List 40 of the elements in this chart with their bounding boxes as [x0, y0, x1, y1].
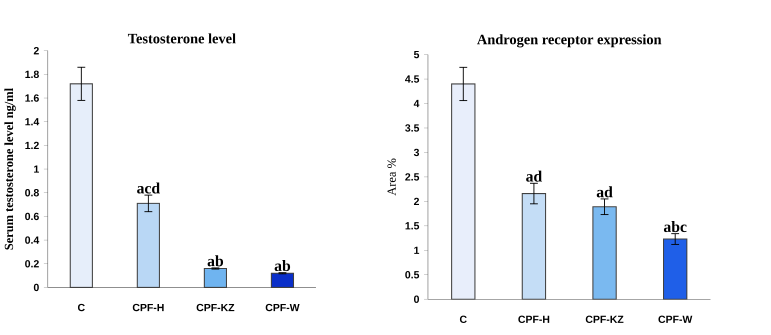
y-tick-label: 0.5 [405, 271, 420, 279]
y-tick-label: 1.5 [406, 222, 420, 230]
y-tick-label: 3.5 [405, 124, 420, 132]
x-tick-label: CPF-W [266, 304, 300, 312]
y-tick-label: 0 [414, 296, 419, 304]
annotation: ab [208, 256, 224, 267]
x-tick-label: CPF-H [132, 304, 164, 312]
y-tick-label: 1.2 [25, 142, 39, 150]
y-tick-label: 2.5 [405, 173, 420, 181]
y-tick-label: 2 [34, 47, 39, 55]
chart-title: Testosterone level [128, 34, 236, 44]
x-tick-label: CPF-W [658, 316, 692, 324]
y-axis-title: Serum testosterone level ng/ml [4, 88, 16, 250]
y-tick-label: 1 [414, 246, 420, 254]
y-tick-label: 2 [414, 198, 419, 206]
annotation: ad [596, 186, 613, 198]
annotation: ad [526, 170, 542, 182]
y-tick-label: 0.6 [25, 212, 39, 220]
y-tick-label: 4.5 [405, 76, 420, 83]
x-tick-label: CPF-H [518, 316, 550, 324]
y-tick-label: 0.8 [25, 189, 39, 197]
x-tick-label: C [78, 304, 85, 312]
y-tick-label: 0.4 [25, 236, 40, 244]
y-tick-label: 1.8 [25, 70, 39, 78]
y-tick-label: 1.4 [25, 118, 40, 126]
y-tick-label: 1.6 [25, 94, 39, 102]
chart-title: Androgen receptor expression [477, 34, 662, 48]
y-axis-title: Area % [387, 158, 396, 196]
annotation: ab [274, 260, 290, 272]
annotation: abc [664, 221, 687, 232]
y-tick-label: 0.2 [25, 260, 39, 268]
y-tick-label: 4 [414, 100, 420, 108]
y-tick-label: 0 [34, 284, 39, 292]
annotation: acd [137, 182, 160, 194]
x-tick-label: CPF-KZ [196, 304, 234, 312]
y-tick-label: 5 [414, 51, 420, 58]
x-tick-label: CPF-KZ [586, 316, 624, 324]
y-tick-label: 3 [414, 148, 420, 156]
y-tick-label: 1 [34, 166, 39, 173]
x-tick-label: C [460, 316, 467, 324]
